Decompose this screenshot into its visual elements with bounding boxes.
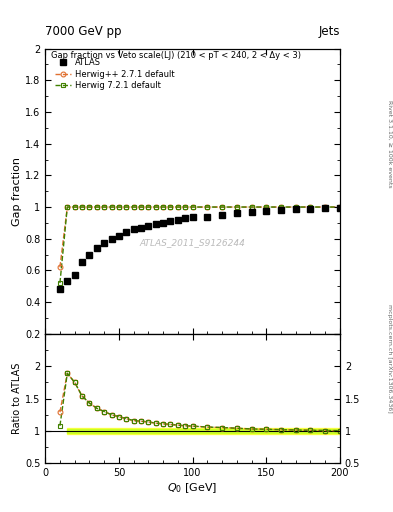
Y-axis label: Gap fraction: Gap fraction — [12, 157, 22, 226]
Text: 7000 GeV pp: 7000 GeV pp — [45, 26, 122, 38]
Text: ATLAS_2011_S9126244: ATLAS_2011_S9126244 — [140, 238, 246, 247]
X-axis label: $Q_0$ [GeV]: $Q_0$ [GeV] — [167, 481, 218, 495]
Text: Jets: Jets — [318, 26, 340, 38]
Legend: ATLAS, Herwig++ 2.7.1 default, Herwig 7.2.1 default: ATLAS, Herwig++ 2.7.1 default, Herwig 7.… — [52, 56, 177, 93]
Y-axis label: Ratio to ATLAS: Ratio to ATLAS — [12, 363, 22, 434]
Text: Rivet 3.1.10, ≥ 100k events: Rivet 3.1.10, ≥ 100k events — [387, 99, 392, 187]
Text: mcplots.cern.ch [arXiv:1306.3436]: mcplots.cern.ch [arXiv:1306.3436] — [387, 304, 392, 413]
Text: Gap fraction vs Veto scale(LJ) (210 < pT < 240, 2 < Δy < 3): Gap fraction vs Veto scale(LJ) (210 < pT… — [51, 52, 301, 60]
